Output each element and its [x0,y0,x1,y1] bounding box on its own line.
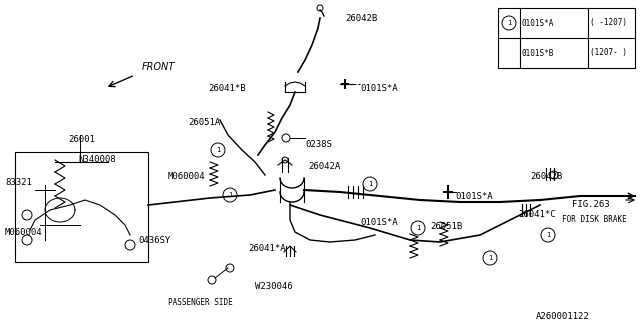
Text: 26042B: 26042B [530,172,563,181]
Text: N340008: N340008 [78,155,116,164]
Text: M060004: M060004 [5,228,43,237]
Text: 26001: 26001 [68,135,95,144]
Text: 0238S: 0238S [305,140,332,149]
Bar [15,152,148,262]
Text: 26042A: 26042A [308,162,340,171]
Text: 26051A: 26051A [188,118,220,127]
Text: 1: 1 [488,255,492,261]
Text: 26042B: 26042B [345,14,377,23]
Text: 83321: 83321 [5,178,32,187]
Text: M060004: M060004 [168,172,205,181]
Text: ( -1207): ( -1207) [590,19,627,28]
Text: 26041*A: 26041*A [248,244,285,253]
Text: 1: 1 [228,192,232,198]
Text: 1: 1 [368,181,372,187]
Text: 0101S*A: 0101S*A [522,19,554,28]
Text: 1: 1 [416,225,420,231]
Text: 1: 1 [507,20,511,26]
Text: 1: 1 [546,232,550,238]
Text: W230046: W230046 [255,282,292,291]
Text: 0101S*B: 0101S*B [522,49,554,58]
Text: 0436SY: 0436SY [138,236,170,245]
Text: FRONT: FRONT [142,62,175,72]
Text: 0101S*A: 0101S*A [360,84,397,93]
Text: 0101S*A: 0101S*A [360,218,397,227]
Bar [498,8,635,68]
Text: (1207- ): (1207- ) [590,49,627,58]
Text: PASSENGER SIDE: PASSENGER SIDE [168,298,233,307]
Text: 26041*B: 26041*B [208,84,246,93]
Text: 26041*C: 26041*C [518,210,556,219]
Text: 26051B: 26051B [430,222,462,231]
Text: FIG.263: FIG.263 [572,200,610,209]
Text: FOR DISK BRAKE: FOR DISK BRAKE [562,215,627,224]
Text: A260001122: A260001122 [536,312,589,320]
Text: 1: 1 [216,147,220,153]
Text: 0101S*A: 0101S*A [455,192,493,201]
